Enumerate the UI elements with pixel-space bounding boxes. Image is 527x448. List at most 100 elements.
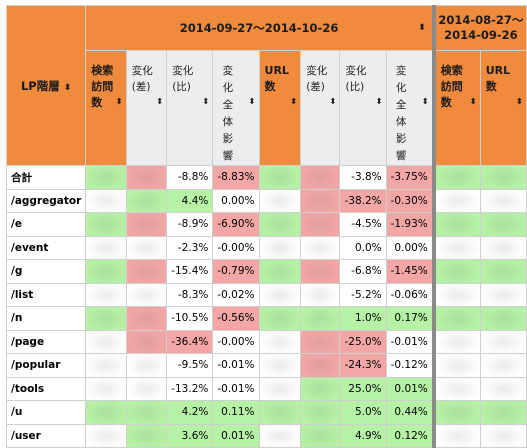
table-row[interactable]: /tools -13.2% -0.01% 25.0% 0.01% (5, 376, 527, 401)
prev-url-count-cell (479, 235, 527, 260)
change-ratio-cell: 3.6% (166, 423, 214, 448)
url-count-cell (258, 188, 302, 213)
url-change-diff-cell (300, 235, 341, 260)
obscured-value (86, 236, 126, 259)
obscured-value (481, 283, 526, 306)
url-change-impact-cell: -3.75% (385, 165, 435, 190)
change-impact-cell: 0.11% (212, 400, 260, 425)
period-current-label: 2014-09-27〜2014-10-26 (179, 21, 339, 35)
change-diff-cell (125, 306, 168, 331)
prev-search-visits-cell (431, 306, 481, 331)
obscured-value (481, 354, 526, 377)
obscured-value (437, 401, 480, 424)
col-prev-search-visits-header[interactable]: 検索訪問数 ⬍ (431, 50, 481, 166)
search-visits-cell (85, 259, 127, 284)
prev-url-count-cell (479, 400, 527, 425)
change-ratio-cell: -9.5% (166, 353, 214, 378)
col-url-change-ratio-header[interactable]: 変化(比) ⬍ (339, 50, 387, 166)
change-diff-cell (125, 400, 168, 425)
obscured-value (481, 236, 526, 259)
change-impact-cell: -0.56% (212, 306, 260, 331)
period-current-header[interactable]: 2014-09-27〜2014-10-26 ⬍ (85, 5, 435, 51)
obscured-value (301, 330, 339, 353)
obscured-value (127, 236, 166, 259)
row-label: /list (5, 282, 87, 307)
obscured-value (481, 189, 526, 212)
col-change-ratio-header[interactable]: 変化(比) ⬍ (166, 50, 214, 166)
col-url-change-impact-header[interactable]: 変化全体影響 ⬍ (385, 50, 435, 166)
obscured-value (481, 377, 526, 400)
obscured-value (260, 354, 300, 377)
obscured-value (127, 307, 166, 330)
col-url-change-diff-header[interactable]: 変化(差) ⬍ (300, 50, 341, 166)
obscured-value (86, 189, 126, 212)
header-row-groups: LP階層 ⬍ 2014-09-27〜2014-10-26 ⬍ 2014-08-2… (5, 5, 527, 166)
col-search-visits-label: 検索訪問数 (91, 64, 114, 109)
table-row[interactable]: /e -8.9% -6.90% -4.5% -1.93% (5, 212, 527, 237)
change-ratio-cell: -15.4% (166, 259, 214, 284)
table-row[interactable]: /n -10.5% -0.56% 1.0% 0.17% (5, 306, 527, 331)
col-search-visits-header[interactable]: 検索訪問数 ⬍ (85, 50, 127, 166)
prev-url-count-cell (479, 165, 527, 190)
obscured-value (260, 283, 300, 306)
lp-level-header[interactable]: LP階層 ⬍ (5, 5, 87, 166)
table-row[interactable]: /event -2.3% -0.00% 0.0% 0.00% (5, 235, 527, 260)
obscured-value (301, 189, 339, 212)
obscured-value (481, 213, 526, 236)
obscured-value (481, 307, 526, 330)
obscured-value (86, 354, 126, 377)
col-url-change-ratio-label: 変化(比) (345, 65, 367, 93)
url-change-diff-cell (300, 376, 341, 401)
url-count-cell (258, 306, 302, 331)
period-previous-header[interactable]: 2014-08-27〜 2014-09-26 (431, 5, 527, 51)
change-impact-cell: 0.00% (212, 188, 260, 213)
obscured-value (481, 166, 526, 189)
row-label: /page (5, 329, 87, 354)
col-change-impact-header[interactable]: 変化全体影響 ⬍ (212, 50, 260, 166)
table-row[interactable]: /popular -9.5% -0.01% -24.3% -0.12% (5, 353, 527, 378)
obscured-value (260, 377, 300, 400)
obscured-value (127, 260, 166, 283)
url-count-cell (258, 329, 302, 354)
search-visits-cell (85, 329, 127, 354)
table-row[interactable]: /list -8.3% -0.02% -5.2% -0.06% (5, 282, 527, 307)
prev-url-count-cell (479, 212, 527, 237)
obscured-value (437, 166, 480, 189)
sort-icon: ⬍ (515, 97, 523, 107)
url-change-impact-cell: -0.30% (385, 188, 435, 213)
obscured-value (86, 260, 126, 283)
sort-icon: ⬍ (418, 23, 426, 33)
url-count-cell (258, 165, 302, 190)
table-row[interactable]: 合計 -8.8% -8.83% -3.8% -3.75% (5, 165, 527, 190)
change-impact-cell: -8.83% (212, 165, 260, 190)
prev-url-count-cell (479, 353, 527, 378)
obscured-value (437, 260, 480, 283)
table-row[interactable]: /g -15.4% -0.79% -6.8% -1.45% (5, 259, 527, 284)
obscured-value (301, 377, 339, 400)
prev-url-count-cell (479, 376, 527, 401)
table-row[interactable]: /aggregator 4.4% 0.00% -38.2% -0.30% (5, 188, 527, 213)
url-change-ratio-cell: 5.0% (339, 400, 387, 425)
col-prev-url-count-header[interactable]: URL数 ⬍ (479, 50, 527, 166)
search-visits-cell (85, 423, 127, 448)
col-change-diff-header[interactable]: 変化(差) ⬍ (125, 50, 168, 166)
change-impact-cell: -0.79% (212, 259, 260, 284)
url-count-cell (258, 376, 302, 401)
table-row[interactable]: /page -36.4% -0.00% -25.0% -0.01% (5, 329, 527, 354)
prev-url-count-cell (479, 282, 527, 307)
url-change-impact-cell: 0.44% (385, 400, 435, 425)
url-change-diff-cell (300, 306, 341, 331)
obscured-value (481, 424, 526, 447)
obscured-value (127, 213, 166, 236)
url-change-impact-cell: -1.93% (385, 212, 435, 237)
obscured-value (86, 401, 126, 424)
change-impact-cell: -0.00% (212, 235, 260, 260)
table-row[interactable]: /u 4.2% 0.11% 5.0% 0.44% (5, 400, 527, 425)
search-visits-cell (85, 165, 127, 190)
obscured-value (301, 213, 339, 236)
obscured-value (301, 424, 339, 447)
search-visits-cell (85, 306, 127, 331)
obscured-value (481, 401, 526, 424)
col-url-count-header[interactable]: URL数 ⬍ (258, 50, 302, 166)
obscured-value (301, 401, 339, 424)
